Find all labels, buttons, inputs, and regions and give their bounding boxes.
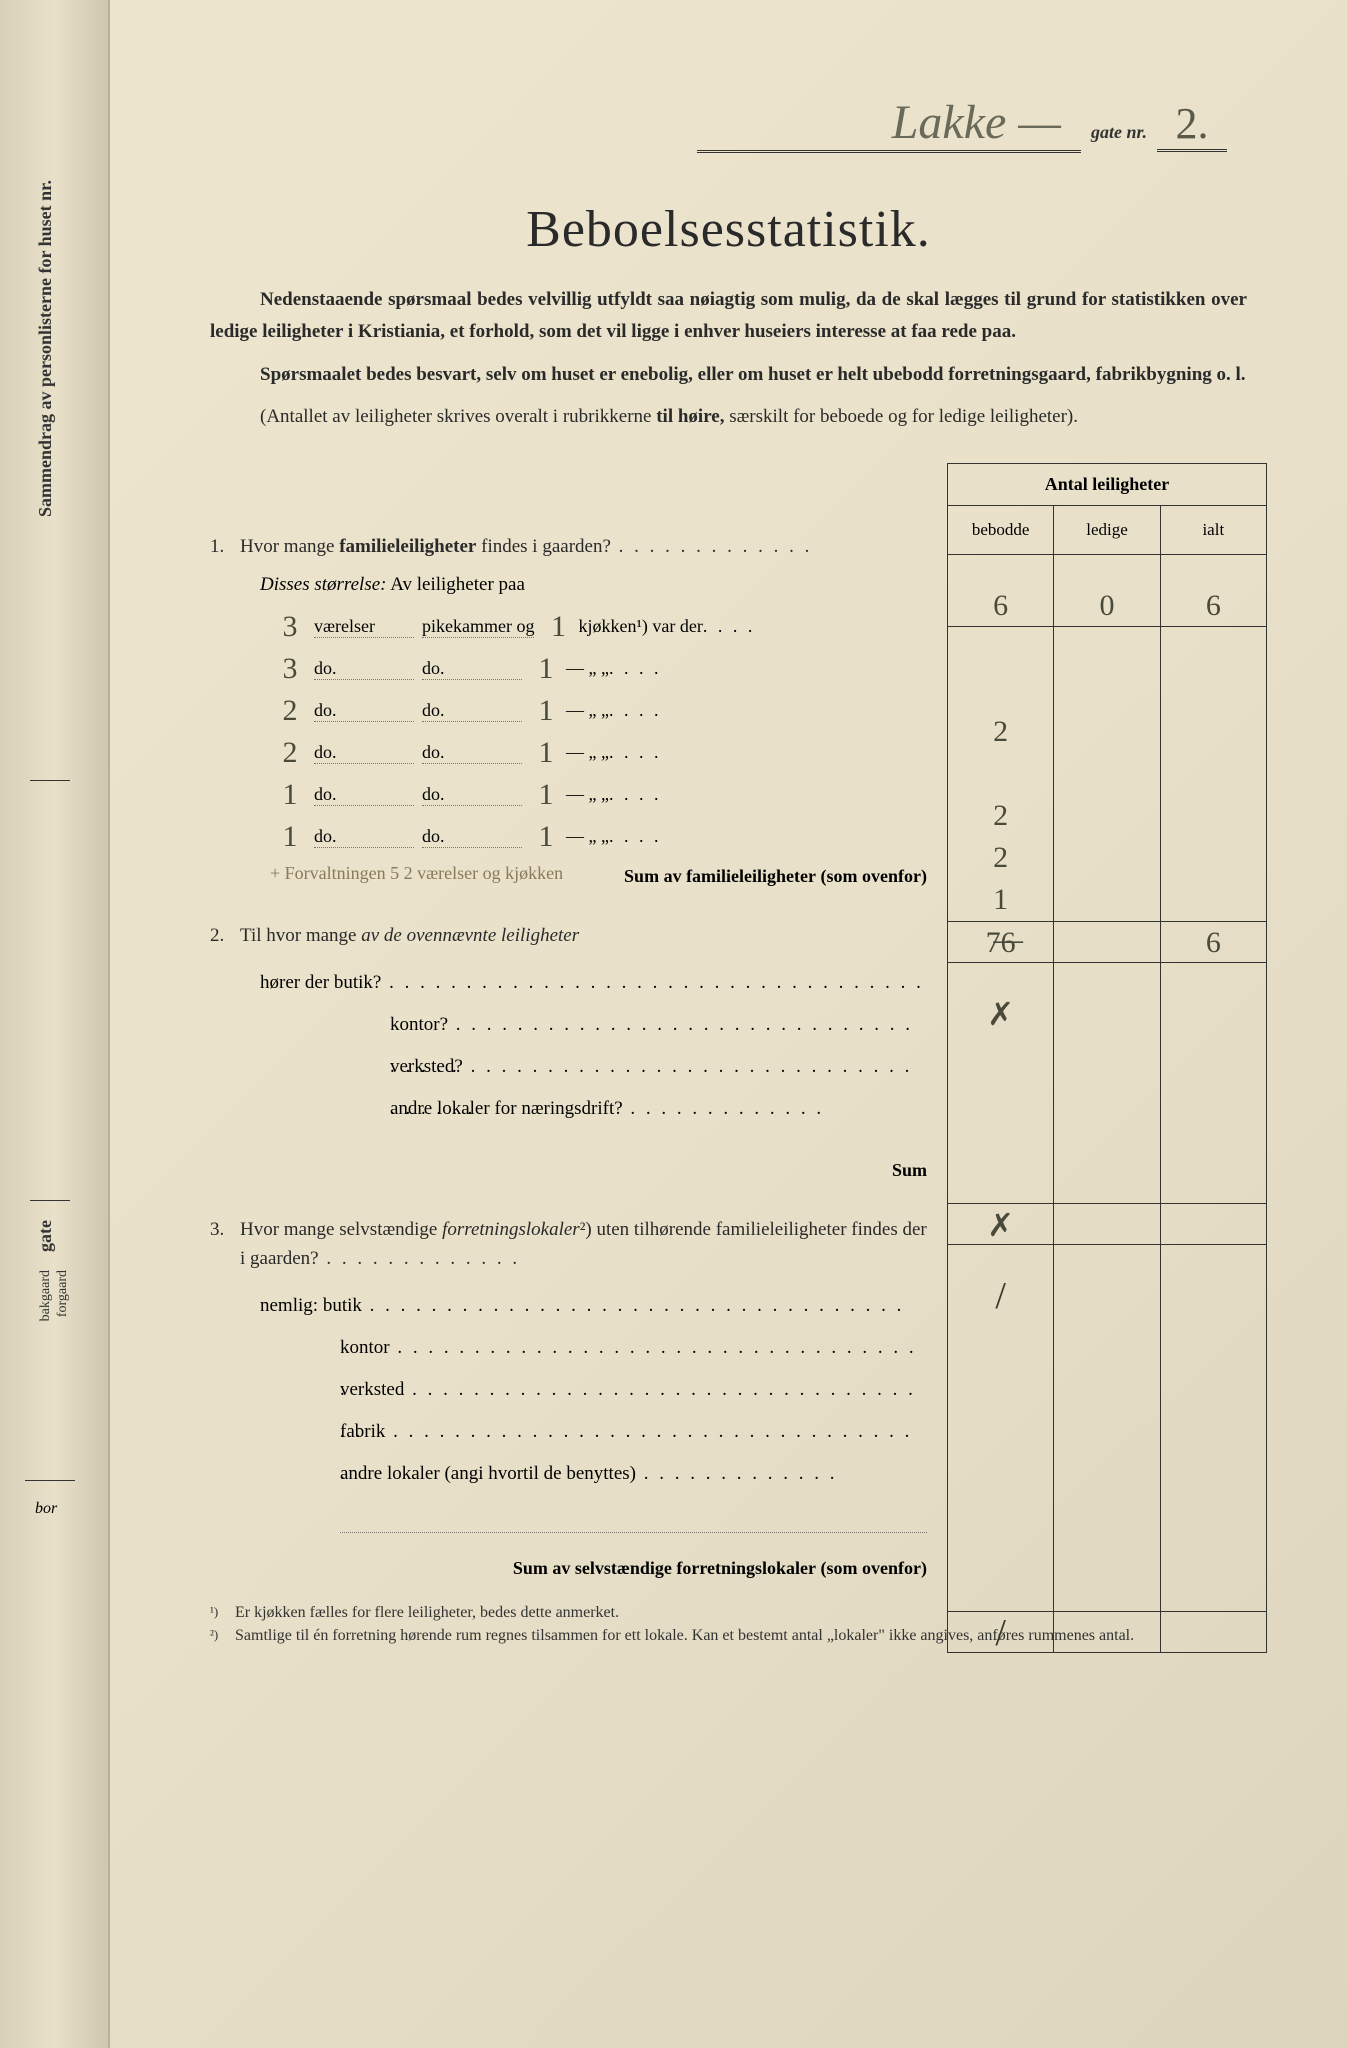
question-2: 2. Til hvor mange av de ovennævnte leili… <box>210 922 927 951</box>
col-ledige: ledige <box>1054 506 1160 554</box>
spine-rule <box>25 1480 75 1481</box>
question-1: 1. Hvor mange familieleiligheter findes … <box>210 533 927 562</box>
q3-fabrik: fabrik <box>340 1411 927 1453</box>
apartment-count-table: Antal leiligheter bebodde ledige ialt 6 … <box>947 463 1267 1653</box>
q1-ledige: 0 <box>1054 585 1160 626</box>
q1-sum-row: 7̶6̶ 6 <box>948 921 1266 963</box>
size-line-4: 1 do. do. 1 — „ „ <box>270 774 927 816</box>
q3-andre: andre lokaler (angi hvortil de benyttes) <box>340 1453 927 1495</box>
size-row-2 <box>948 753 1266 795</box>
street-name-field: Lakke — <box>697 95 1081 153</box>
q1-totals-row: 6 0 6 <box>948 585 1266 627</box>
q1-subheading: Disses størrelse: Av leiligheter paa <box>260 574 927 596</box>
q3-row: / <box>948 1275 1266 1317</box>
spine-gate-label: gate <box>35 1220 56 1252</box>
q2-verksted: verksted? <box>390 1046 927 1088</box>
q2-kontor: kontor? <box>390 1004 927 1046</box>
spine-rule <box>30 780 70 781</box>
size-row-4: 2 <box>948 837 1266 879</box>
q1-sum-bebodde: 7̶6̶ <box>948 922 1054 962</box>
q1-ialt: 6 <box>1161 585 1266 626</box>
page-title: Beboelsesstatistik. <box>170 200 1287 259</box>
intro-paragraph-3: (Antallet av leiligheter skrives overalt… <box>210 401 1247 433</box>
col-bebodde: bebodde <box>948 506 1054 554</box>
spine-bor-label: bor <box>35 1500 57 1518</box>
q3-nemlig: nemlig: butik <box>260 1285 927 1327</box>
q2-andre: andre lokaler for næringsdrift? <box>390 1088 927 1130</box>
size-row-1: 2 <box>948 711 1266 753</box>
size-line-2: 2 do. do. 1 — „ „ <box>270 690 927 732</box>
q1-sum-ledige <box>1054 922 1160 962</box>
q3-sum-row: / <box>948 1611 1266 1653</box>
size-line-0: 3 værelser pikekammer og 1 kjøkken¹) var… <box>270 606 927 648</box>
intro-paragraph-1: Nedenstaaende spørsmaal bedes velvillig … <box>210 284 1247 349</box>
table-header: Antal leiligheter <box>947 463 1267 505</box>
size-line-3: 2 do. do. 1 — „ „ <box>270 732 927 774</box>
size-row-5: 1 <box>948 879 1266 921</box>
table-body: 6 0 6 2 2 2 1 7̶6̶ 6 ✗ <box>947 555 1267 1653</box>
intro-paragraph-2: Spørsmaalet bedes besvart, selv om huset… <box>210 359 1247 391</box>
q3-verksted: verksted <box>340 1369 927 1411</box>
address-header: Lakke — gate nr. 2. <box>697 95 1227 153</box>
street-nr-field: 2. <box>1157 98 1227 152</box>
q3-sum-label: Sum av selvstændige forretningslokaler (… <box>210 1558 927 1579</box>
q2-butik: hører der butik? <box>260 962 927 1004</box>
form-body: Antal leiligheter bebodde ledige ialt 6 … <box>210 463 1267 1579</box>
q2-sum-label: Sum <box>210 1160 927 1181</box>
size-row-0 <box>948 669 1266 711</box>
gate-nr-label: gate nr. <box>1091 122 1147 143</box>
spine-forgaard-label: forgaard <box>55 1270 71 1317</box>
spine-summary-label: Sammendrag av personlisterne for huset n… <box>35 180 56 517</box>
q2-butik-row: ✗ <box>948 993 1266 1035</box>
col-ialt: ialt <box>1161 506 1266 554</box>
q2-sum-row: ✗ <box>948 1203 1266 1245</box>
question-3: 3. Hvor mange selvstændige forretningslo… <box>210 1216 927 1273</box>
form-page: Lakke — gate nr. 2. Beboelsesstatistik. … <box>110 0 1347 2048</box>
size-line-5: 1 do. do. 1 — „ „ <box>270 816 927 858</box>
q3-kontor: kontor <box>340 1327 927 1369</box>
binding-spine: Sammendrag av personlisterne for huset n… <box>0 0 110 2048</box>
spine-bakgaard-label: bakgaard <box>38 1270 54 1321</box>
size-line-1: 3 do. do. 1 — „ „ <box>270 648 927 690</box>
q1-bebodde: 6 <box>948 585 1054 626</box>
table-columns: bebodde ledige ialt <box>947 505 1267 555</box>
size-row-3: 2 <box>948 795 1266 837</box>
q1-sum-ialt: 6 <box>1161 922 1266 962</box>
spine-rule <box>30 1200 70 1201</box>
